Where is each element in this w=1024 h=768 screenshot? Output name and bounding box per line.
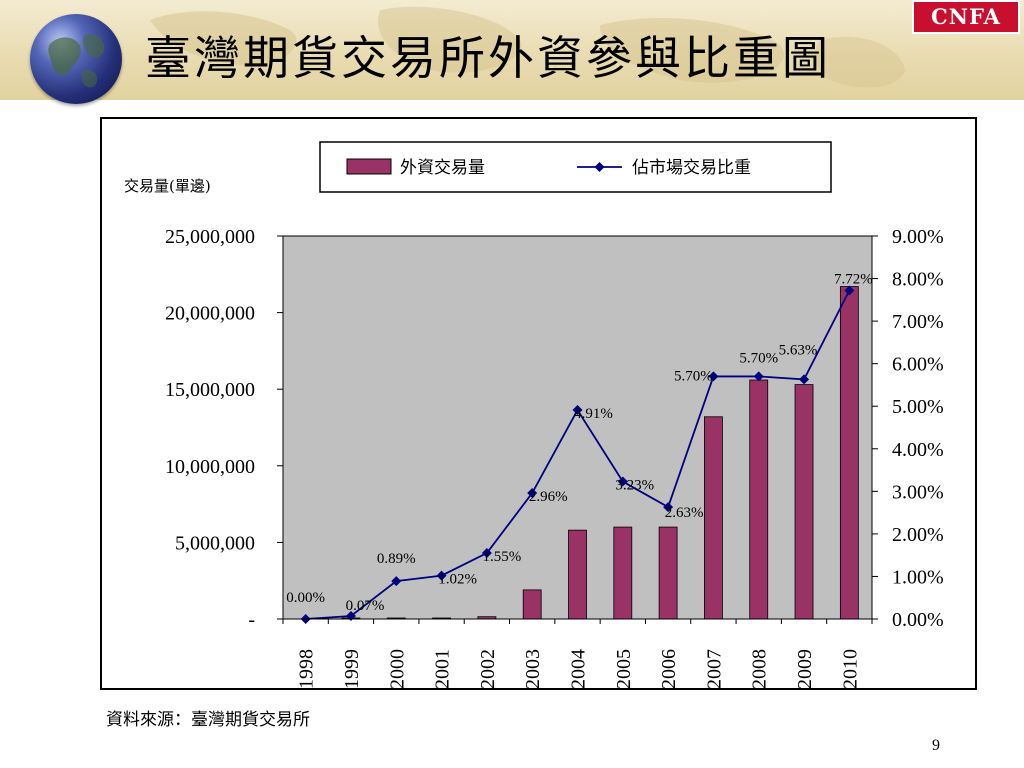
right-axis-tick-label: 0.00% xyxy=(892,609,944,631)
line-marker-2010 xyxy=(844,285,855,296)
x-tick-label-2002: 2002 xyxy=(477,649,499,688)
line-marker-2009 xyxy=(799,374,810,385)
line-series: 0.00% 0.07% 0.89% 1.02% 1.55% 2.96% 4.91% 3.23%… xyxy=(286,271,873,624)
left-axis-tick-label: - xyxy=(248,609,255,631)
right-axis-tick-label: 3.00% xyxy=(892,481,944,503)
line-marker-2005 xyxy=(617,476,628,487)
legend-bar-label: 外資交易量 xyxy=(400,158,485,178)
data-label-2002: 1.55% xyxy=(483,549,522,565)
left-axis-tick-label: 25,000,000 xyxy=(165,226,255,248)
right-axis-tick-label: 8.00% xyxy=(892,269,944,291)
cnfa-logo: CNFA xyxy=(912,0,1020,34)
left-axis-tick-label: 15,000,000 xyxy=(165,379,255,401)
bar-2005 xyxy=(613,526,633,620)
right-axis-tick-label: 5.00% xyxy=(892,396,944,418)
header-banner: 臺灣期貨交易所外資參與比重圖 CNFA xyxy=(0,0,1024,104)
combo-chart: 外資交易量 佔市場交易比重 交易量(單邊) - 5,000,000 10,000,0… xyxy=(124,141,944,688)
data-label-2000: 0.89% xyxy=(377,551,416,567)
data-label-2010: 7.72% xyxy=(834,271,873,287)
line-marker-2003 xyxy=(527,488,538,499)
bar-series xyxy=(341,286,859,620)
bar-2004 xyxy=(568,529,587,620)
line-marker-2007 xyxy=(708,371,719,382)
x-tick-label-2009: 2009 xyxy=(794,649,816,688)
source-note: 資料來源：臺灣期貨交易所 xyxy=(106,710,310,730)
left-axis-tick-label: 20,000,000 xyxy=(165,303,255,325)
data-label-2005: 3.23% xyxy=(615,478,654,494)
legend-line-marker xyxy=(594,162,605,172)
x-tick-label-2003: 2003 xyxy=(522,649,544,688)
data-label-2008: 5.70% xyxy=(739,350,778,366)
right-axis-tick-label: 4.00% xyxy=(892,439,944,461)
world-map-background xyxy=(150,6,905,88)
left-axis: - 5,000,000 10,000,000 15,000,000 20,000,000… xyxy=(165,226,283,631)
x-tick-label-2008: 2008 xyxy=(749,649,771,688)
chart-frame: 外資交易量 佔市場交易比重 交易量(單邊) - 5,000,000 10,000,0… xyxy=(100,117,977,690)
x-tick-label-2005: 2005 xyxy=(613,649,635,688)
line-marker-2006 xyxy=(663,502,674,513)
x-tick-label-2004: 2004 xyxy=(568,649,590,688)
globe-icon xyxy=(30,14,122,104)
x-tick-label-2010: 2010 xyxy=(839,649,861,688)
right-axis-tick-label: 7.00% xyxy=(892,311,944,333)
data-label-1999: 0.07% xyxy=(346,598,385,614)
left-axis-title: 交易量(單邊) xyxy=(124,177,211,195)
bar-2003 xyxy=(522,589,542,620)
chart-legend: 外資交易量 佔市場交易比重 xyxy=(319,141,832,193)
page-number: 9 xyxy=(932,737,940,754)
right-axis-tick-label: 1.00% xyxy=(892,566,944,588)
data-label-2007: 5.70% xyxy=(674,368,713,384)
bar-2007 xyxy=(704,416,723,620)
line-marker-2004 xyxy=(572,405,583,416)
data-label-2006: 2.63% xyxy=(665,505,704,521)
legend-line-label: 佔市場交易比重 xyxy=(632,158,751,178)
line-marker-2001 xyxy=(436,570,447,581)
line-marker-2002 xyxy=(481,548,492,559)
x-tick-label-1998: 1998 xyxy=(296,649,318,688)
right-axis-tick-label: 6.00% xyxy=(892,354,944,376)
bar-2008 xyxy=(749,379,769,620)
x-tick-label-2001: 2001 xyxy=(432,649,454,688)
bar-2009 xyxy=(794,384,814,620)
legend-bar-swatch xyxy=(346,158,392,175)
page-title: 臺灣期貨交易所外資參與比重圖 xyxy=(145,31,831,85)
bar-2010 xyxy=(839,286,859,620)
x-tick-label-2007: 2007 xyxy=(703,649,725,688)
legend-box xyxy=(319,141,832,193)
bar-2006 xyxy=(658,526,678,620)
right-axis-tick-label: 2.00% xyxy=(892,524,944,546)
data-label-2004: 4.91% xyxy=(574,406,613,422)
x-tick-label-2006: 2006 xyxy=(658,649,680,688)
data-label-2003: 2.96% xyxy=(529,489,568,505)
right-axis-tick-label: 9.00% xyxy=(892,226,944,248)
x-tick-label-1999: 1999 xyxy=(341,649,363,688)
right-axis: 0.00% 1.00% 2.00% 3.00% 4.00% 5.00% 6.00% 7.00%… xyxy=(872,226,944,631)
left-axis-tick-label: 10,000,000 xyxy=(165,456,255,478)
x-tick-label-2000: 2000 xyxy=(386,649,408,688)
data-label-2009: 5.63% xyxy=(779,342,818,358)
line-marker-2000 xyxy=(391,576,402,587)
data-label-1998: 0.00% xyxy=(286,590,325,606)
line-marker-2008 xyxy=(753,371,764,382)
left-axis-tick-label: 5,000,000 xyxy=(175,532,255,554)
data-label-2001: 1.02% xyxy=(438,572,477,588)
x-axis: 1998 1999 2000 2001 2002 2003 2004 2005 2006 2007… xyxy=(282,618,873,688)
